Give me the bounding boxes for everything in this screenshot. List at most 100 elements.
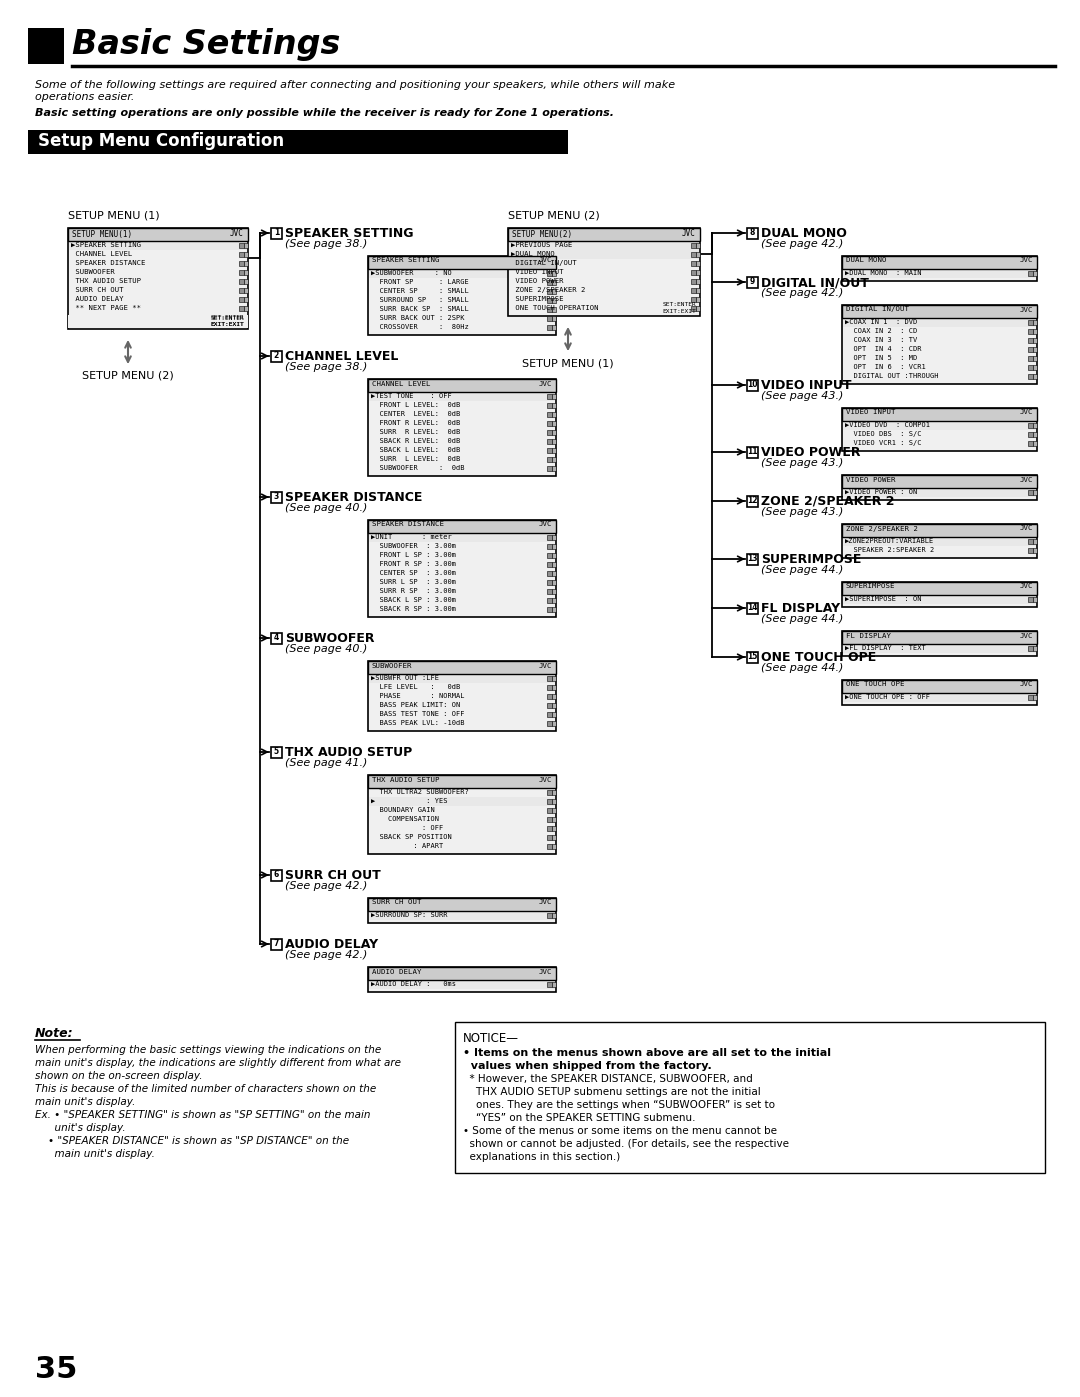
Bar [747, 380, 758, 391]
Bar [244, 288, 248, 293]
Bar [546, 279, 552, 285]
Bar [368, 520, 556, 534]
Bar [552, 439, 556, 444]
Text: SPEAKER SETTING: SPEAKER SETTING [285, 226, 414, 240]
Text: SET:ENTER
EXIT:EXIT: SET:ENTER EXIT:EXIT [211, 316, 244, 327]
Bar [239, 270, 244, 275]
Text: VIDEO VCR1 : S/C: VIDEO VCR1 : S/C [845, 440, 921, 446]
Bar [552, 807, 556, 813]
Bar [546, 844, 552, 849]
Bar [508, 228, 700, 316]
Bar [368, 520, 556, 617]
Bar [843, 644, 1036, 652]
Bar [1032, 645, 1037, 651]
Bar [1028, 423, 1032, 427]
Bar [552, 402, 556, 408]
Bar [368, 775, 556, 854]
Bar [546, 402, 552, 408]
Bar [244, 306, 248, 312]
Bar [546, 412, 552, 416]
Bar [843, 420, 1036, 430]
Text: ONE TOUCH OPE: ONE TOUCH OPE [846, 682, 905, 687]
Bar [552, 817, 556, 821]
Text: OPT  IN 5  : MD: OPT IN 5 : MD [845, 355, 917, 360]
Bar [368, 256, 556, 335]
Bar [1028, 330, 1032, 334]
Bar [546, 598, 552, 604]
Bar [1032, 597, 1037, 602]
Bar [369, 393, 555, 401]
Bar [271, 633, 282, 644]
Text: main unit's display.: main unit's display. [35, 1148, 154, 1160]
Bar [244, 270, 248, 275]
Text: THX ULTRA2 SUBWOOFER?: THX ULTRA2 SUBWOOFER? [372, 789, 469, 795]
Bar [552, 685, 556, 690]
Bar [546, 703, 552, 708]
Text: ones. They are the settings when “SUBWOOFER” is set to: ones. They are the settings when “SUBWOO… [463, 1099, 775, 1111]
Bar [747, 555, 758, 564]
Text: CENTER  LEVEL:  0dB: CENTER LEVEL: 0dB [372, 411, 460, 416]
Text: JVC: JVC [539, 380, 552, 387]
Text: (See page 44.): (See page 44.) [761, 615, 843, 624]
Bar [691, 251, 696, 257]
Bar [239, 288, 244, 293]
Bar [552, 448, 556, 453]
Bar [842, 524, 1037, 536]
Text: SBACK R SP : 3.00m: SBACK R SP : 3.00m [372, 606, 456, 612]
Text: JVC: JVC [1020, 633, 1032, 638]
Text: ▶COAX IN 1  : DVD: ▶COAX IN 1 : DVD [845, 319, 917, 326]
Bar [1028, 694, 1032, 700]
Bar [552, 826, 556, 831]
Text: THX AUDIO SETUP: THX AUDIO SETUP [71, 278, 141, 284]
Bar [239, 251, 244, 257]
Text: CHANNEL LEVEL: CHANNEL LEVEL [71, 251, 132, 257]
Bar [368, 898, 556, 923]
Text: AUDIO DELAY: AUDIO DELAY [285, 937, 378, 951]
Bar [696, 279, 700, 284]
Bar [843, 536, 1036, 546]
Bar [842, 408, 1037, 420]
Bar [842, 408, 1037, 451]
Text: JVC: JVC [1020, 306, 1032, 313]
Text: ▶SUPERIMPOSE  : ON: ▶SUPERIMPOSE : ON [845, 597, 921, 602]
Bar [1028, 548, 1032, 553]
Bar [1032, 330, 1037, 334]
Bar [552, 271, 556, 277]
Text: 2: 2 [274, 351, 279, 360]
Bar [1028, 490, 1032, 495]
Text: (See page 40.): (See page 40.) [285, 503, 367, 513]
Text: (See page 44.): (See page 44.) [761, 564, 843, 576]
Bar [552, 608, 556, 612]
Text: SURR CH OUT: SURR CH OUT [285, 869, 381, 882]
Bar [552, 914, 556, 918]
Text: JVC: JVC [539, 257, 552, 264]
Text: COMPENSATION: COMPENSATION [372, 816, 438, 821]
Bar [509, 242, 699, 250]
Text: SETUP MENU (2): SETUP MENU (2) [508, 210, 599, 219]
Bar [1028, 539, 1032, 543]
Bar [546, 562, 552, 567]
Bar [552, 721, 556, 726]
Text: THX AUDIO SETUP: THX AUDIO SETUP [372, 777, 440, 782]
Text: SURR CH OUT: SURR CH OUT [71, 286, 123, 293]
Bar [28, 28, 64, 64]
Bar [552, 326, 556, 330]
Bar [691, 298, 696, 302]
Text: SETUP MENU(1): SETUP MENU(1) [72, 229, 132, 239]
Text: : OFF: : OFF [372, 826, 443, 831]
Bar [546, 271, 552, 277]
Bar [368, 256, 556, 270]
Text: SUBWOOFER  : 3.00m: SUBWOOFER : 3.00m [372, 543, 456, 549]
Text: JVC: JVC [539, 968, 552, 975]
Bar [1028, 645, 1032, 651]
Bar [1032, 694, 1037, 700]
Text: ** NEXT PAGE **: ** NEXT PAGE ** [71, 305, 141, 312]
Bar [546, 817, 552, 821]
Text: VIDEO POWER: VIDEO POWER [846, 476, 895, 482]
Bar [239, 243, 244, 249]
Bar [546, 553, 552, 557]
Bar [546, 289, 552, 293]
Bar [546, 590, 552, 594]
Bar [691, 243, 696, 249]
Bar [244, 261, 248, 265]
